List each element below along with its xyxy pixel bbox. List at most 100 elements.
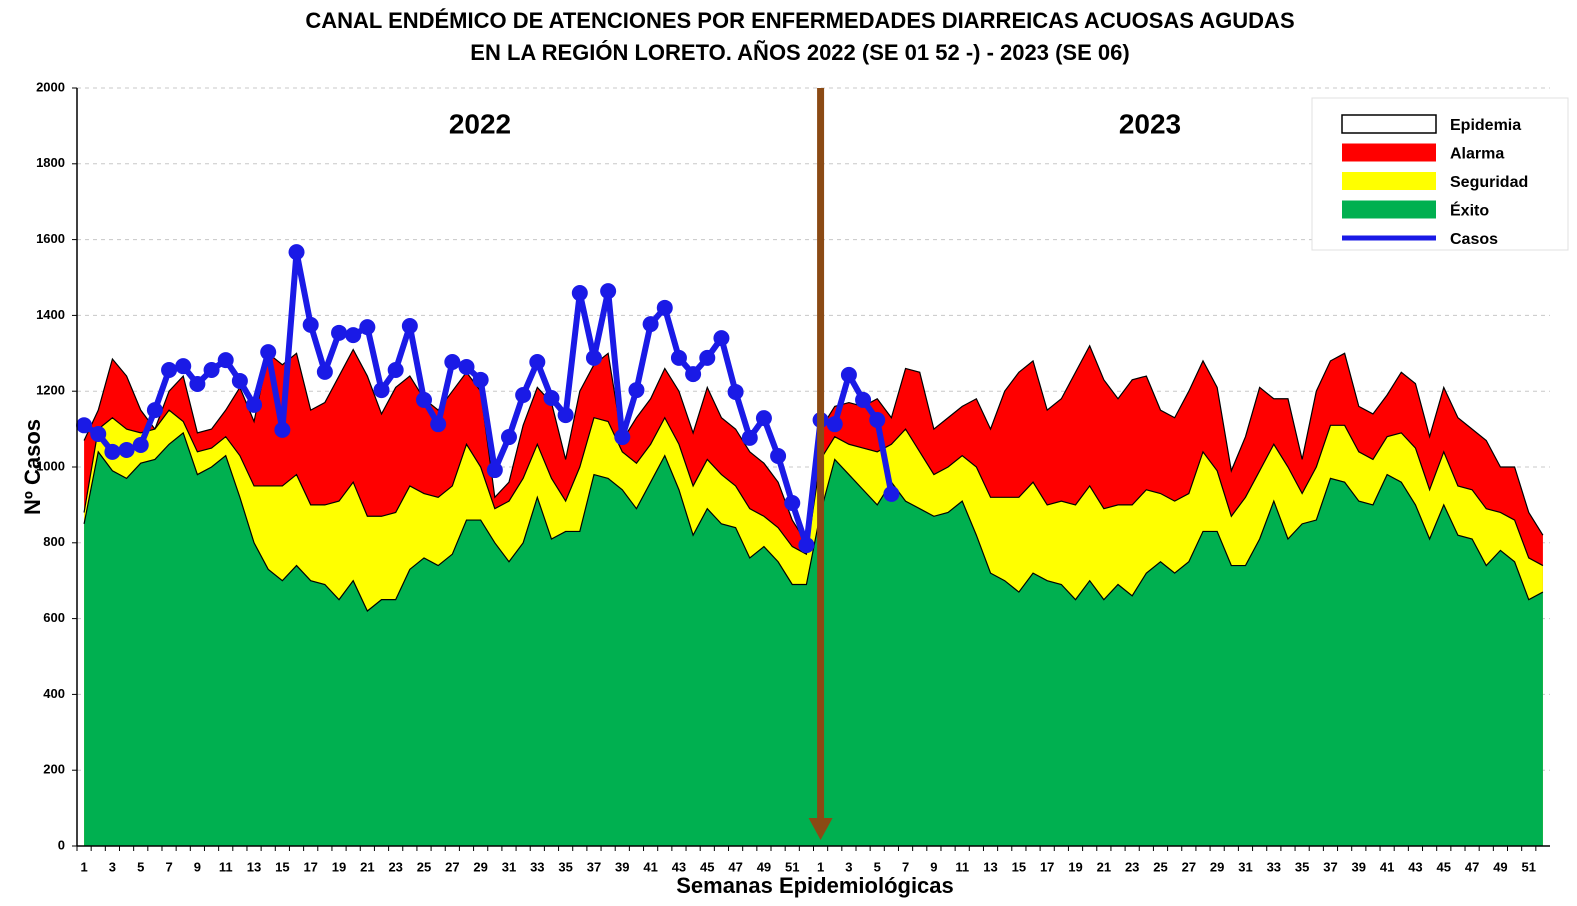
marker: [387, 361, 404, 378]
legend-swatch: [1341, 114, 1437, 134]
x-tick-label: 35: [1295, 859, 1309, 874]
marker: [741, 429, 758, 446]
marker: [883, 485, 900, 502]
divider-arrowhead: [808, 818, 833, 840]
marker: [855, 391, 872, 408]
marker: [685, 366, 702, 383]
y-tick-label: 1800: [36, 155, 65, 170]
marker: [656, 299, 673, 316]
marker: [869, 412, 886, 429]
x-tick-label: 47: [728, 859, 742, 874]
marker: [798, 537, 815, 554]
x-tick-label: 41: [643, 859, 657, 874]
x-tick-label: 5: [874, 859, 881, 874]
x-tick-label: 15: [275, 859, 289, 874]
x-tick-label: 39: [1352, 859, 1366, 874]
legend-label: Seguridad: [1450, 174, 1528, 191]
marker: [175, 358, 192, 375]
x-tick-label: 21: [360, 859, 374, 874]
marker: [585, 349, 602, 366]
marker: [90, 426, 107, 443]
y-tick-label: 400: [43, 686, 65, 701]
y-tick-label: 1400: [36, 307, 65, 322]
y-tick-label: 0: [58, 837, 65, 852]
chart-title: EN LA REGIÓN LORETO. AÑOS 2022 (SE 01 52…: [470, 40, 1129, 65]
legend: Epidemia Alarma Seguridad Éxito Casos: [1311, 97, 1569, 251]
x-tick-label: 45: [1437, 859, 1451, 874]
y-tick-label: 2000: [36, 79, 65, 94]
x-tick-label: 3: [845, 859, 852, 874]
marker: [359, 319, 376, 336]
marker: [713, 330, 730, 347]
x-tick-label: 5: [137, 859, 144, 874]
x-tick-label: 23: [388, 859, 402, 874]
x-tick-label: 25: [1153, 859, 1167, 874]
x-tick-label: 19: [1068, 859, 1082, 874]
x-tick-label: 29: [1210, 859, 1224, 874]
x-tick-label: 39: [615, 859, 629, 874]
marker: [670, 349, 687, 366]
marker: [76, 417, 93, 434]
marker: [302, 316, 319, 333]
x-tick-label: 31: [502, 859, 516, 874]
marker: [189, 375, 206, 392]
x-tick-label: 19: [332, 859, 346, 874]
x-tick-label: 1: [817, 859, 824, 874]
x-tick-label: 31: [1238, 859, 1252, 874]
marker: [345, 327, 362, 344]
marker: [486, 462, 503, 479]
marker: [316, 363, 333, 380]
x-tick-label: 9: [930, 859, 937, 874]
marker: [203, 361, 220, 378]
marker: [500, 429, 517, 446]
marker: [161, 361, 178, 378]
x-tick-label: 17: [1040, 859, 1054, 874]
x-tick-label: 3: [109, 859, 116, 874]
legend-swatch: [1342, 172, 1436, 190]
marker: [840, 366, 857, 383]
x-tick-label: 49: [1493, 859, 1507, 874]
x-tick-label: 27: [445, 859, 459, 874]
marker: [444, 354, 461, 371]
x-tick-label: 23: [1125, 859, 1139, 874]
x-tick-label: 35: [558, 859, 572, 874]
y-tick-label: 1200: [36, 383, 65, 398]
marker: [529, 354, 546, 371]
x-tick-label: 43: [672, 859, 686, 874]
x-tick-label: 37: [1323, 859, 1337, 874]
x-tick-label: 49: [757, 859, 771, 874]
marker: [132, 437, 149, 454]
marker: [288, 244, 305, 261]
x-tick-label: 13: [983, 859, 997, 874]
y-tick-label: 200: [43, 762, 65, 777]
legend-label: Casos: [1450, 231, 1498, 248]
marker: [699, 349, 716, 366]
legend-swatch: [1342, 200, 1436, 219]
legend-label: Epidemia: [1450, 117, 1521, 134]
x-axis-title: Semanas Epidemiológicas: [676, 873, 954, 898]
x-tick-label: 25: [417, 859, 431, 874]
marker: [770, 448, 787, 465]
marker: [118, 441, 135, 458]
line: [82, 249, 895, 549]
x-tick-label: 15: [1012, 859, 1026, 874]
area: [84, 432, 1543, 846]
marker: [217, 352, 234, 369]
marker: [146, 402, 163, 419]
marker: [401, 318, 418, 335]
x-tick-label: 27: [1182, 859, 1196, 874]
marker: [231, 372, 248, 389]
marker: [331, 324, 348, 341]
x-tick-label: 21: [1097, 859, 1111, 874]
y-axis-title: Nº Casos: [20, 419, 45, 515]
marker: [755, 410, 772, 427]
marker: [274, 421, 291, 438]
marker: [416, 391, 433, 408]
annotation: 2022: [449, 108, 511, 139]
x-tick-label: 37: [587, 859, 601, 874]
x-tick-label: 51: [1522, 859, 1536, 874]
marker: [628, 382, 645, 399]
x-tick-label: 45: [700, 859, 714, 874]
legend-label: Éxito: [1450, 201, 1489, 220]
x-tick-label: 41: [1380, 859, 1394, 874]
